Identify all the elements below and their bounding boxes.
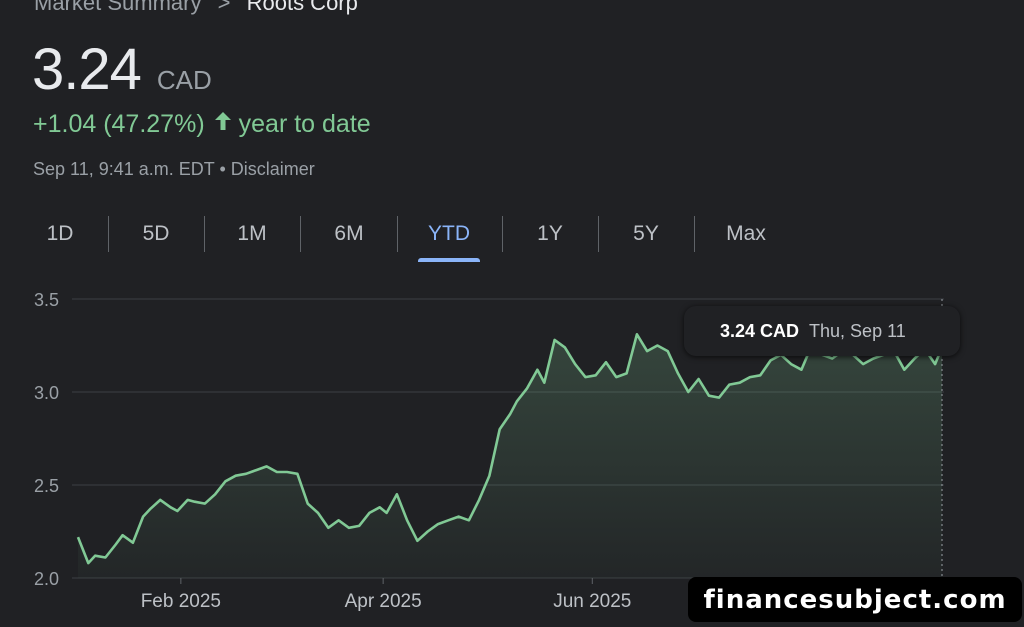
tab-max[interactable]: Max [726,222,766,245]
disclaimer-link[interactable]: Disclaimer [230,159,315,179]
chart-area-fill [78,334,942,578]
active-tab-indicator [418,258,480,262]
tab-6m[interactable]: 6M [334,222,364,245]
y-tick-label: 2.5 [34,476,59,496]
breadcrumb-market-summary-link[interactable]: Market Summary [34,0,202,15]
x-tick-label: Apr 2025 [345,591,422,612]
tab-1d[interactable]: 1D [46,222,74,245]
tab-divider [598,216,599,252]
tooltip-date: Thu, Sep 11 [809,320,906,341]
breadcrumb: Market Summary > Roots Corp [34,0,358,16]
quote-timestamp-row: Sep 11, 9:41 a.m. EDT • Disclaimer [33,159,315,180]
tab-divider [397,216,398,252]
range-tabs: 1D 5D 1M 6M YTD 1Y 5Y Max [12,212,812,262]
currency-label: CAD [156,65,212,95]
tab-5y[interactable]: 5Y [633,222,659,245]
bullet-separator: • [219,159,226,179]
chart-tooltip: 3.24 CAD Thu, Sep 11 [684,306,960,356]
tooltip-price: 3.24 CAD [720,320,800,341]
y-tick-label: 3.0 [34,383,59,403]
x-tick-label: Jun 2025 [553,591,631,612]
tab-1m[interactable]: 1M [237,222,267,245]
current-price: 3.24 [32,37,142,102]
arrow-up-icon [213,110,233,139]
y-tick-label: 2.0 [34,569,59,589]
tab-1y[interactable]: 1Y [537,222,563,245]
quote-timestamp: Sep 11, 9:41 a.m. EDT [33,159,215,179]
breadcrumb-separator: > [217,0,231,15]
price-change-period: year to date [238,110,371,138]
tab-divider [108,216,109,252]
company-name: Roots Corp [246,0,358,15]
price-line [76,333,944,565]
x-tick-label: Feb 2025 [141,591,221,612]
tab-ytd[interactable]: YTD [418,212,480,262]
tab-divider [502,216,503,252]
tab-divider [204,216,205,252]
tab-5d[interactable]: 5D [142,222,170,245]
tab-divider [694,216,695,252]
watermark-logo: financesubject.com [688,577,1022,622]
price-change-value: +1.04 (47.27%) [33,110,205,138]
price-change-row: +1.04 (47.27%) year to date [33,110,371,139]
tab-divider [300,216,301,252]
price-row: 3.24 CAD [32,36,212,103]
y-tick-label: 3.5 [34,290,59,310]
